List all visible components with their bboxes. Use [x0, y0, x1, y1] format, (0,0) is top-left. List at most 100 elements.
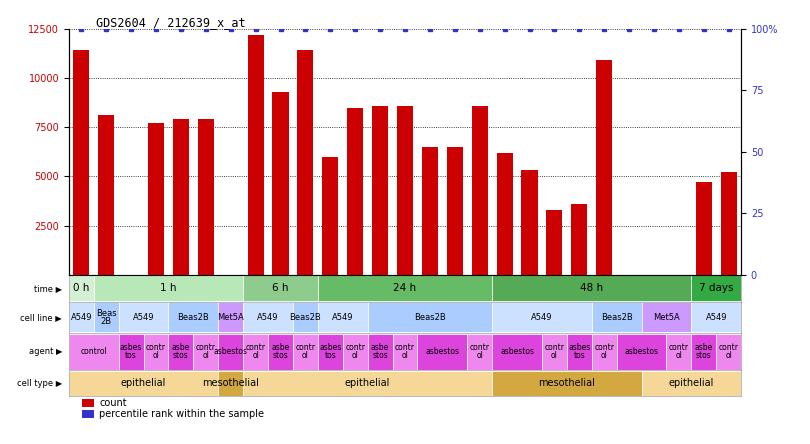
- Bar: [243, 371, 492, 396]
- Bar: [194, 333, 218, 370]
- Text: asbe
stos: asbe stos: [695, 343, 713, 361]
- Text: A549: A549: [332, 313, 353, 322]
- Bar: [716, 333, 741, 370]
- Text: asbes
tos: asbes tos: [120, 343, 143, 361]
- Text: asbestos: asbestos: [625, 347, 659, 356]
- Text: asbe
stos: asbe stos: [172, 343, 190, 361]
- Bar: [592, 302, 642, 332]
- Text: contr
ol: contr ol: [296, 343, 315, 361]
- Text: A549: A549: [133, 313, 154, 322]
- Text: 1 h: 1 h: [160, 283, 177, 293]
- Bar: [471, 106, 488, 275]
- Bar: [343, 333, 368, 370]
- Text: Beas
2B: Beas 2B: [96, 309, 117, 326]
- Bar: [293, 333, 318, 370]
- Bar: [467, 333, 492, 370]
- Bar: [721, 172, 737, 275]
- Text: contr
ol: contr ol: [146, 343, 166, 361]
- Bar: [168, 302, 218, 332]
- Bar: [69, 302, 94, 332]
- Bar: [446, 147, 463, 275]
- Bar: [248, 35, 264, 275]
- Text: asbestos: asbestos: [214, 347, 248, 356]
- Bar: [83, 410, 95, 418]
- Text: 6 h: 6 h: [272, 283, 288, 293]
- Bar: [696, 182, 712, 275]
- Bar: [297, 51, 313, 275]
- Bar: [492, 371, 642, 396]
- Text: contr
ol: contr ol: [718, 343, 739, 361]
- Text: contr
ol: contr ol: [345, 343, 365, 361]
- Bar: [642, 371, 741, 396]
- Text: 0 h: 0 h: [73, 283, 89, 293]
- Bar: [542, 333, 567, 370]
- Bar: [272, 92, 288, 275]
- Bar: [318, 302, 368, 332]
- Text: asbes
tos: asbes tos: [568, 343, 590, 361]
- Bar: [592, 333, 616, 370]
- Bar: [73, 51, 89, 275]
- Bar: [148, 123, 164, 275]
- Text: asbestos: asbestos: [500, 347, 534, 356]
- Bar: [422, 147, 438, 275]
- Bar: [243, 333, 268, 370]
- Bar: [692, 275, 741, 301]
- Text: GDS2604 / 212639_x_at: GDS2604 / 212639_x_at: [96, 16, 245, 29]
- Bar: [692, 333, 716, 370]
- Text: contr
ol: contr ol: [470, 343, 490, 361]
- Text: contr
ol: contr ol: [395, 343, 415, 361]
- Bar: [497, 153, 513, 275]
- Bar: [318, 333, 343, 370]
- Text: Beas2B: Beas2B: [601, 313, 633, 322]
- Text: 48 h: 48 h: [580, 283, 603, 293]
- Bar: [143, 333, 168, 370]
- Text: asbe
stos: asbe stos: [271, 343, 290, 361]
- Y-axis label: agent ▶: agent ▶: [28, 347, 62, 356]
- Text: Met5A: Met5A: [653, 313, 680, 322]
- Text: asbes
tos: asbes tos: [319, 343, 342, 361]
- Bar: [218, 333, 243, 370]
- Text: contr
ol: contr ol: [669, 343, 688, 361]
- Bar: [393, 333, 417, 370]
- Text: mesothelial: mesothelial: [202, 378, 259, 388]
- Text: 24 h: 24 h: [394, 283, 416, 293]
- Text: epithelial: epithelial: [121, 378, 166, 388]
- Bar: [268, 333, 293, 370]
- Bar: [118, 333, 143, 370]
- Text: asbe
stos: asbe stos: [371, 343, 390, 361]
- Bar: [218, 302, 243, 332]
- Text: epithelial: epithelial: [345, 378, 390, 388]
- Bar: [173, 119, 189, 275]
- Text: Beas2B: Beas2B: [414, 313, 446, 322]
- Bar: [347, 107, 364, 275]
- Bar: [522, 170, 538, 275]
- Text: contr
ol: contr ol: [196, 343, 215, 361]
- Bar: [69, 333, 118, 370]
- Bar: [243, 302, 293, 332]
- Bar: [94, 302, 118, 332]
- Bar: [492, 333, 542, 370]
- Bar: [168, 333, 194, 370]
- Bar: [368, 302, 492, 332]
- Y-axis label: time ▶: time ▶: [34, 284, 62, 293]
- Y-axis label: cell line ▶: cell line ▶: [20, 313, 62, 322]
- Bar: [368, 333, 393, 370]
- Text: A549: A549: [70, 313, 92, 322]
- Text: contr
ol: contr ol: [544, 343, 565, 361]
- Bar: [372, 106, 388, 275]
- Text: A549: A549: [706, 313, 727, 322]
- Bar: [318, 275, 492, 301]
- Y-axis label: cell type ▶: cell type ▶: [17, 379, 62, 388]
- Bar: [492, 275, 692, 301]
- Bar: [218, 371, 243, 396]
- Bar: [198, 119, 214, 275]
- Text: Beas2B: Beas2B: [289, 313, 322, 322]
- Text: epithelial: epithelial: [669, 378, 714, 388]
- Bar: [546, 210, 562, 275]
- Text: count: count: [99, 398, 126, 408]
- Text: asbestos: asbestos: [425, 347, 459, 356]
- Bar: [243, 275, 318, 301]
- Bar: [692, 302, 741, 332]
- Bar: [616, 333, 667, 370]
- Bar: [492, 302, 592, 332]
